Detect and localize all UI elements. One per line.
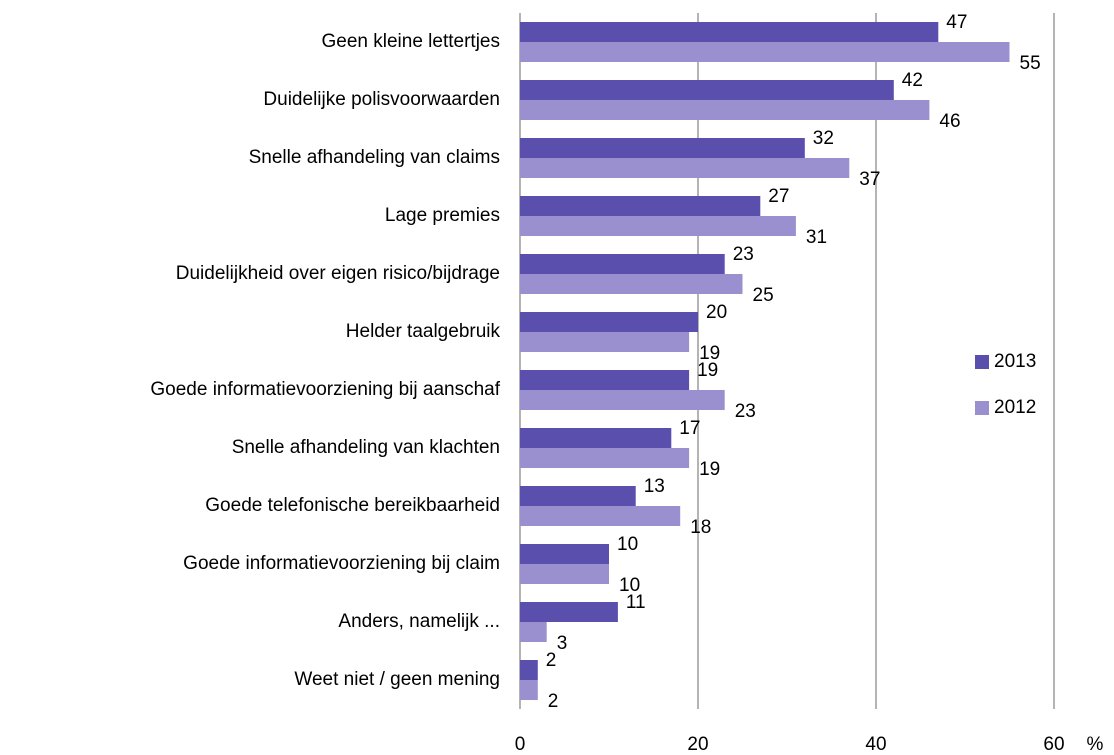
bar xyxy=(520,486,636,506)
legend-label: 2012 xyxy=(994,397,1036,418)
x-tick-label: 40 xyxy=(865,734,886,755)
data-label: 19 xyxy=(699,459,720,480)
y-tick-label: Snelle afhandeling van claims xyxy=(249,147,500,168)
y-tick-label: Anders, namelijk ... xyxy=(338,611,500,632)
data-label: 37 xyxy=(859,169,880,190)
data-label: 10 xyxy=(619,575,640,596)
data-label: 11 xyxy=(626,592,646,613)
data-label: 46 xyxy=(939,111,960,132)
bar xyxy=(520,390,725,410)
y-tick-label: Snelle afhandeling van klachten xyxy=(232,437,500,458)
bar xyxy=(520,622,547,642)
bar xyxy=(520,80,894,100)
y-tick-label: Goede telefonische bereikbaarheid xyxy=(205,495,500,516)
data-label: 47 xyxy=(946,12,967,33)
x-axis-label: % xyxy=(1087,734,1104,755)
legend-swatch xyxy=(975,355,989,369)
data-label: 2 xyxy=(548,691,559,712)
bar xyxy=(520,660,538,680)
bar xyxy=(520,22,939,42)
bar xyxy=(520,274,743,294)
bar xyxy=(520,254,725,274)
y-tick-label: Duidelijke polisvoorwaarden xyxy=(263,89,500,110)
y-tick-label: Lage premies xyxy=(385,205,500,226)
data-label: 42 xyxy=(902,70,923,91)
bar xyxy=(520,158,850,178)
y-tick-label: Goede informatievoorziening bij aanschaf xyxy=(150,379,500,400)
data-label: 10 xyxy=(617,534,638,555)
y-tick-label: Weet niet / geen mening xyxy=(294,669,500,690)
data-label: 25 xyxy=(753,285,774,306)
data-label: 18 xyxy=(690,517,711,538)
bar xyxy=(520,100,930,120)
data-label: 3 xyxy=(557,633,568,654)
data-label: 32 xyxy=(813,128,834,149)
bar xyxy=(520,428,672,448)
legend-swatch xyxy=(975,401,989,415)
data-label: 2 xyxy=(546,650,557,671)
data-label: 23 xyxy=(733,244,754,265)
bar xyxy=(520,332,690,352)
x-tick-label: 60 xyxy=(1043,734,1064,755)
x-tick-label: 0 xyxy=(515,734,526,755)
data-label: 23 xyxy=(735,401,756,422)
bar xyxy=(520,506,681,526)
y-tick-label: Geen kleine lettertjes xyxy=(322,31,501,52)
bar xyxy=(520,196,761,216)
data-label: 17 xyxy=(679,418,700,439)
legend-label: 2013 xyxy=(994,351,1036,372)
bar xyxy=(520,680,538,700)
y-tick-label: Goede informatievoorziening bij claim xyxy=(183,553,500,574)
data-label: 20 xyxy=(706,302,727,323)
data-label: 31 xyxy=(806,227,827,248)
bar xyxy=(520,42,1010,62)
y-tick-label: Helder taalgebruik xyxy=(346,321,501,342)
bar xyxy=(520,564,609,584)
x-tick-label: 20 xyxy=(687,734,708,755)
bar xyxy=(520,312,698,332)
bar xyxy=(520,138,805,158)
data-label: 27 xyxy=(768,186,789,207)
data-label: 19 xyxy=(697,360,718,381)
bar xyxy=(520,370,690,390)
y-tick-label: Duidelijkheid over eigen risico/bijdrage xyxy=(176,263,500,284)
bar xyxy=(520,448,690,468)
data-label: 13 xyxy=(644,476,665,497)
bar xyxy=(520,216,796,236)
data-label: 19 xyxy=(699,343,720,364)
bar xyxy=(520,544,609,564)
bar xyxy=(520,602,618,622)
data-label: 55 xyxy=(1020,53,1041,74)
